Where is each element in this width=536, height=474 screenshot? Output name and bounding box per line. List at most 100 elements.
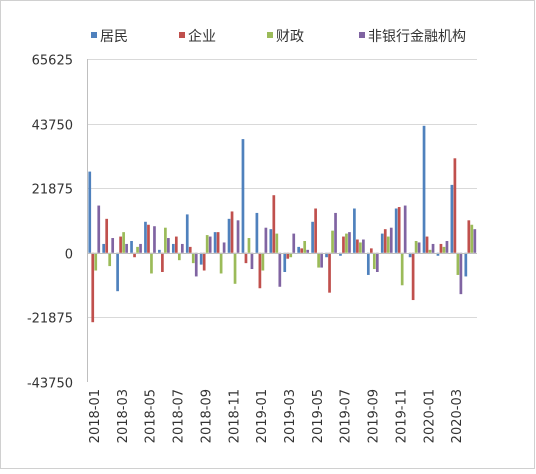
- bar-2-3: [136, 246, 139, 253]
- y-tick-label-3: 0: [65, 248, 73, 263]
- bar-2-0: [94, 252, 98, 271]
- bar-0-13: [269, 229, 273, 253]
- bar-3-7: [194, 252, 198, 277]
- bar-0-7: [185, 214, 189, 253]
- bar-1-21: [383, 229, 387, 253]
- bar-2-25: [442, 246, 446, 253]
- x-tick-label-2: 2018-05: [144, 389, 159, 443]
- bar-1-26: [453, 158, 457, 253]
- bar-0-23: [408, 252, 412, 258]
- x-tick-label-5: 2018-11: [227, 389, 242, 443]
- bar-0-25: [436, 252, 440, 256]
- bar-0-5: [158, 249, 161, 253]
- bar-0-2: [116, 252, 119, 292]
- bar-3-10: [236, 220, 240, 253]
- bar-0-12: [255, 212, 259, 253]
- legend-swatch-2: [267, 32, 273, 38]
- bar-2-7: [191, 252, 195, 264]
- bar-2-16: [317, 252, 320, 268]
- y-tick-label-5: -43750: [27, 377, 73, 392]
- bar-1-10: [230, 211, 234, 253]
- bar-0-24: [422, 125, 426, 253]
- bar-2-24: [428, 249, 432, 253]
- bar-0-27: [464, 252, 468, 277]
- x-tick-label-11: 2019-11: [394, 389, 409, 443]
- bar-1-2: [119, 236, 122, 253]
- bar-3-2: [125, 243, 128, 253]
- x-tick-label-4: 2018-09: [199, 389, 214, 443]
- x-tick-label-10: 2019-09: [367, 389, 382, 443]
- bar-3-12: [264, 227, 268, 253]
- legend-label-2: 财政: [276, 29, 304, 45]
- bar-3-8: [208, 236, 212, 253]
- bar-3-11: [250, 252, 254, 270]
- legend-label-1: 企业: [188, 28, 216, 45]
- x-tick-label-12: 2020-01: [422, 389, 437, 443]
- bar-3-1: [111, 238, 115, 253]
- x-tick-label-6: 2019-01: [255, 389, 270, 443]
- legend-label-3: 非银行金融机构: [368, 29, 466, 45]
- bar-2-27: [470, 224, 474, 253]
- bar-1-9: [216, 232, 220, 253]
- bar-2-2: [122, 232, 125, 253]
- bar-0-0: [88, 171, 92, 253]
- bar-1-1: [105, 218, 109, 253]
- bar-0-19: [353, 208, 356, 253]
- bar-0-22: [394, 208, 398, 253]
- bar-2-22: [400, 252, 404, 286]
- y-tick-label-0: 65625: [32, 54, 73, 69]
- bar-0-4: [144, 221, 147, 253]
- bar-3-15: [306, 249, 310, 253]
- x-tick-label-1: 2018-03: [116, 389, 131, 443]
- bar-0-3: [130, 240, 133, 253]
- bar-1-12: [258, 252, 262, 289]
- bar-1-14: [286, 252, 290, 259]
- bar-2-21: [386, 236, 390, 253]
- x-tick-label-7: 2019-03: [283, 389, 298, 443]
- x-axis-tick-labels: 2018-01 2018-03 2018-05 2018-07 2018-09 2018-…: [88, 389, 465, 443]
- y-tick-label-2: 21875: [32, 183, 73, 198]
- bar-2-17: [331, 230, 334, 253]
- x-tick-label-13: 2020-03: [450, 389, 465, 443]
- bar-1-7: [188, 246, 192, 253]
- bar-2-8: [205, 235, 209, 253]
- bar-2-9: [219, 252, 223, 274]
- bar-1-20: [369, 248, 373, 253]
- bar-1-11: [244, 252, 248, 264]
- bar-2-11: [247, 238, 251, 253]
- bars: [88, 125, 477, 323]
- legend: 居民 企业 财政 非银行金融机构: [91, 28, 466, 45]
- bar-1-16: [314, 208, 317, 253]
- bar-1-25: [439, 243, 443, 253]
- gridlines: [87, 59, 477, 318]
- bar-0-15: [297, 246, 301, 253]
- bar-1-18: [342, 236, 345, 253]
- legend-label-0: 居民: [100, 29, 128, 45]
- x-tick-label-0: 2018-01: [88, 389, 103, 443]
- bar-0-6: [171, 243, 175, 253]
- bar-3-3: [139, 243, 142, 253]
- y-tick-label-4: -21875: [27, 312, 73, 327]
- bar-2-6: [177, 252, 181, 261]
- bar-1-5: [161, 252, 164, 272]
- bar-2-4: [150, 252, 153, 274]
- bar-2-19: [359, 242, 362, 253]
- bar-2-12: [261, 252, 265, 271]
- bar-2-1: [108, 252, 112, 267]
- bar-1-15: [300, 248, 304, 253]
- bar-2-20: [372, 252, 376, 270]
- bar-1-17: [328, 252, 331, 293]
- bar-3-23: [417, 242, 421, 253]
- bar-1-8: [202, 252, 206, 271]
- bar-0-8: [199, 252, 203, 265]
- legend-swatch-0: [91, 32, 97, 38]
- bar-1-3: [133, 252, 136, 258]
- bar-0-21: [380, 233, 384, 253]
- bar-0-18: [339, 252, 342, 256]
- bar-1-4: [147, 224, 150, 253]
- bar-3-5: [167, 238, 170, 253]
- bar-3-26: [459, 252, 463, 295]
- axes: [87, 59, 477, 382]
- bar-1-24: [425, 236, 429, 253]
